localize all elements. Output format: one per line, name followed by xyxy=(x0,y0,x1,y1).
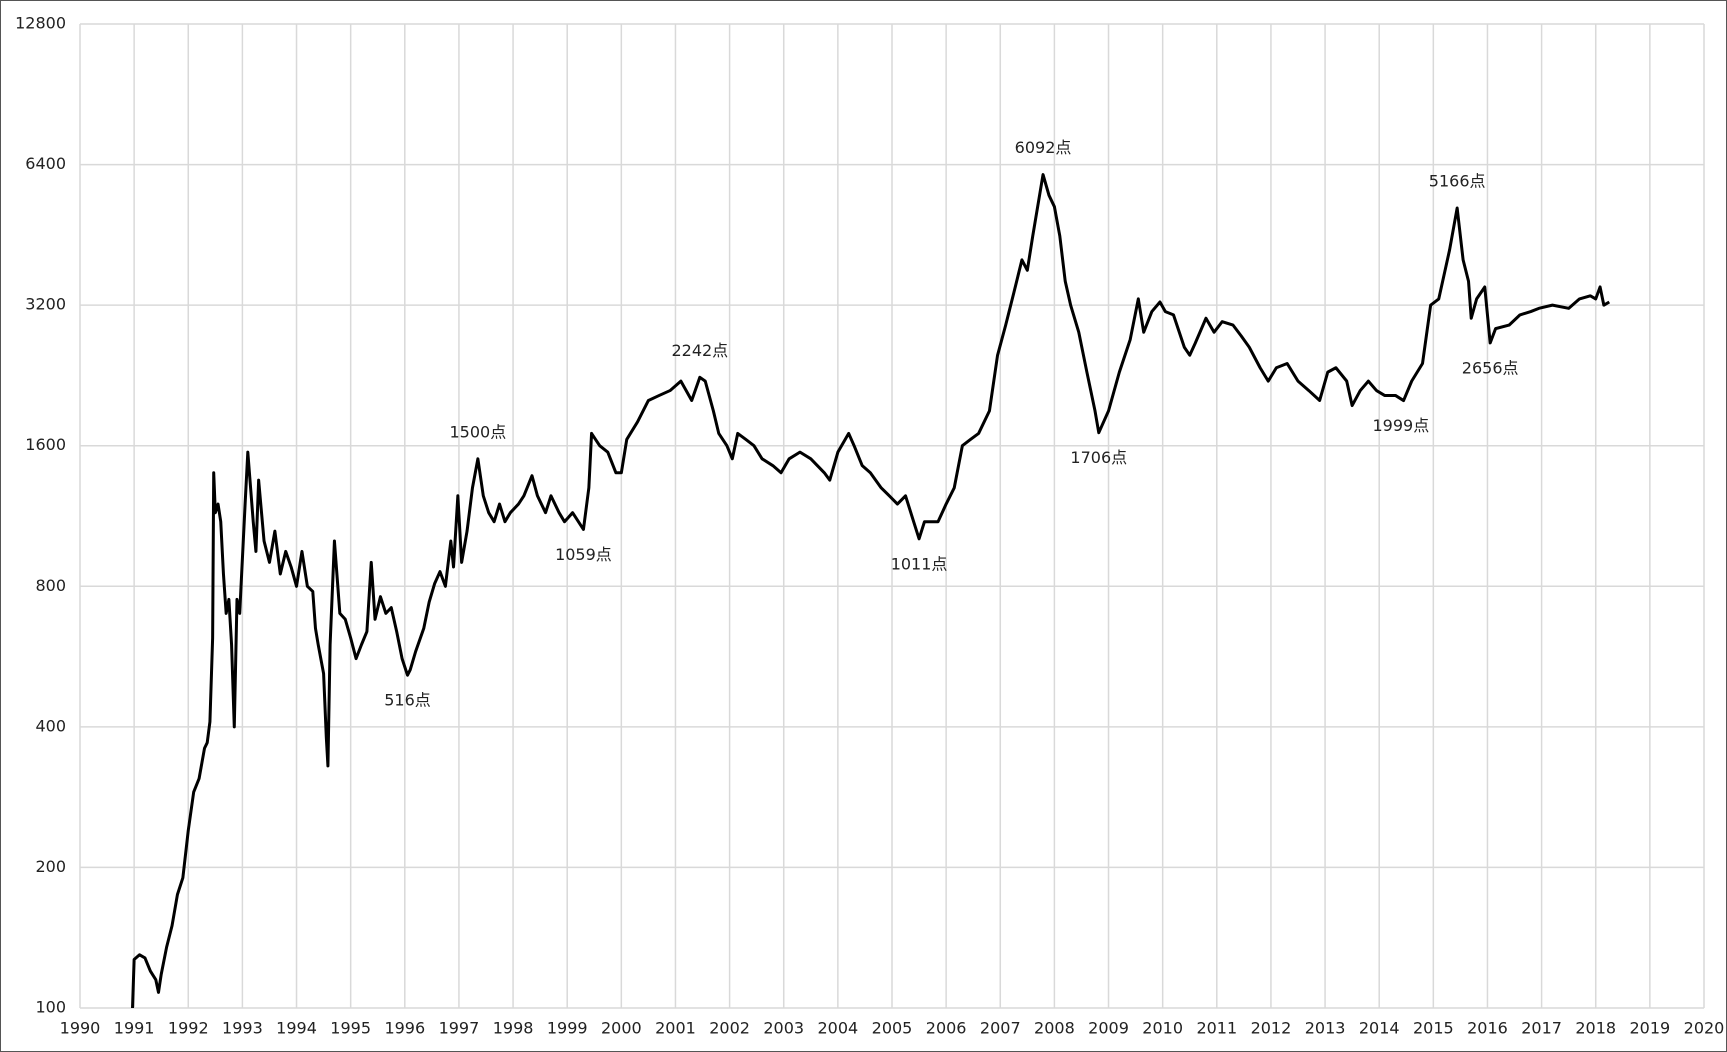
y-tick-label: 200 xyxy=(35,857,66,876)
x-tick-label: 2020 xyxy=(1684,1019,1725,1038)
x-tick-label: 1996 xyxy=(384,1019,425,1038)
x-tick-label: 2007 xyxy=(980,1019,1021,1038)
x-tick-label: 2012 xyxy=(1251,1019,1292,1038)
y-tick-label: 12800 xyxy=(15,14,66,33)
x-tick-label: 2013 xyxy=(1305,1019,1346,1038)
x-tick-label: 1999 xyxy=(547,1019,588,1038)
x-tick-label: 2004 xyxy=(818,1019,859,1038)
x-tick-label: 1998 xyxy=(493,1019,534,1038)
x-tick-label: 2015 xyxy=(1413,1019,1454,1038)
annotation: 6092点 xyxy=(1015,138,1072,157)
x-tick-label: 1995 xyxy=(330,1019,371,1038)
y-tick-label: 400 xyxy=(35,716,66,735)
x-tick-label: 1997 xyxy=(439,1019,480,1038)
x-tick-label: 1993 xyxy=(222,1019,263,1038)
annotation: 1500点 xyxy=(450,422,507,441)
x-tick-label: 2005 xyxy=(872,1019,913,1038)
x-tick-label: 2000 xyxy=(601,1019,642,1038)
x-tick-label: 2003 xyxy=(763,1019,804,1038)
x-tick-label: 2009 xyxy=(1088,1019,1129,1038)
x-tick-label: 2002 xyxy=(709,1019,750,1038)
annotation: 1011点 xyxy=(891,554,948,573)
annotation: 5166点 xyxy=(1429,172,1486,191)
x-tick-label: 2008 xyxy=(1034,1019,1075,1038)
y-tick-label: 800 xyxy=(35,576,66,595)
annotation: 1999点 xyxy=(1372,416,1429,435)
x-tick-label: 2010 xyxy=(1142,1019,1183,1038)
y-tick-label: 3200 xyxy=(25,295,66,314)
line-series xyxy=(131,173,1611,1009)
x-tick-label: 2001 xyxy=(655,1019,696,1038)
annotation: 2242点 xyxy=(671,341,728,360)
y-tick-label: 100 xyxy=(35,998,66,1017)
y-tick-label: 1600 xyxy=(25,435,66,454)
x-tick-label: 2011 xyxy=(1196,1019,1237,1038)
x-tick-label: 2014 xyxy=(1359,1019,1400,1038)
annotation: 1059点 xyxy=(555,545,612,564)
y-tick-label: 6400 xyxy=(25,154,66,173)
x-tick-label: 1994 xyxy=(276,1019,317,1038)
x-tick-label: 2019 xyxy=(1630,1019,1671,1038)
annotation: 1706点 xyxy=(1070,448,1127,467)
x-tick-label: 2017 xyxy=(1521,1019,1562,1038)
annotation: 516点 xyxy=(384,691,431,710)
x-tick-label: 2006 xyxy=(926,1019,967,1038)
x-tick-label: 1990 xyxy=(60,1019,101,1038)
x-tick-label: 2016 xyxy=(1467,1019,1508,1038)
x-tick-label: 1991 xyxy=(114,1019,155,1038)
x-tick-label: 1992 xyxy=(168,1019,209,1038)
x-tick-label: 2018 xyxy=(1575,1019,1616,1038)
annotation: 2656点 xyxy=(1462,358,1519,377)
